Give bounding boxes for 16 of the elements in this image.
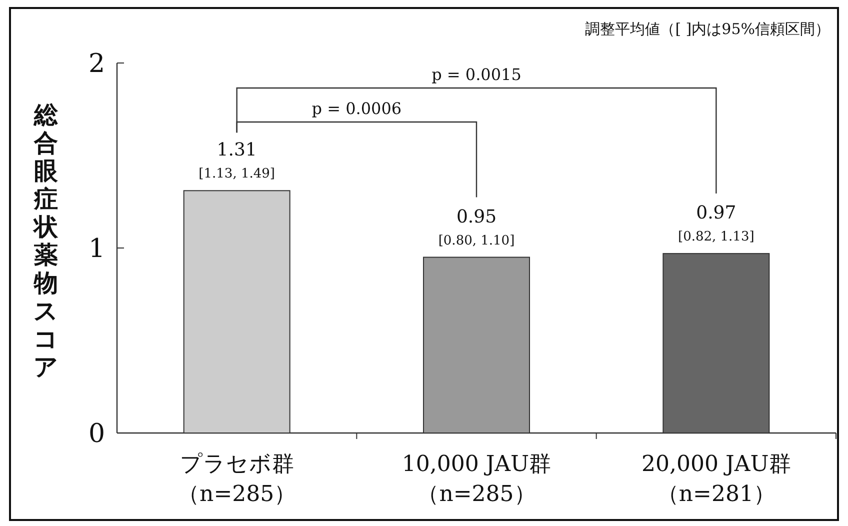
x-tick-label: プラセボ群（n=285）	[178, 452, 296, 507]
data-label: 0.97	[696, 202, 736, 224]
text: 調整平均値（[ ]内は95%信頼区間）	[585, 20, 830, 38]
y-tick-label: 2	[88, 49, 105, 79]
y-tick-label: 1	[88, 234, 105, 264]
annotation: p = 0.0015	[432, 65, 522, 84]
x-tick-label: 20,000 JAU群（n=281）	[642, 452, 791, 507]
y-tick-label: 0	[88, 419, 105, 449]
annotation: [0.80, 1.10]	[438, 233, 515, 248]
annotation: [0.82, 1.13]	[678, 230, 754, 245]
x-tick-label: 10,000 JAU群（n=285）	[402, 452, 552, 507]
annotation: p = 0.0006	[312, 99, 402, 118]
data-label: 0.95	[456, 206, 497, 228]
text: 総合眼症状薬物スコア	[34, 100, 58, 381]
data-label: 1.31	[216, 140, 257, 161]
annotation: [1.13, 1.49]	[198, 166, 275, 182]
